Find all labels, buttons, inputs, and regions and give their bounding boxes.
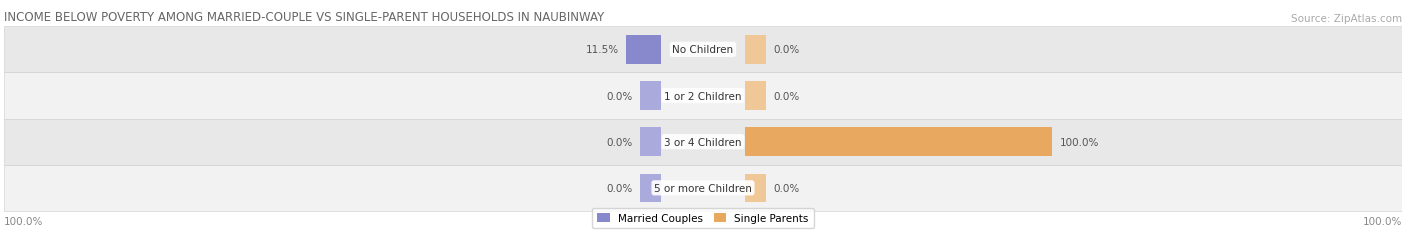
- Bar: [626, 36, 661, 64]
- Text: 100.0%: 100.0%: [4, 216, 44, 226]
- Text: 100.0%: 100.0%: [1362, 216, 1402, 226]
- Bar: [640, 128, 661, 156]
- Legend: Married Couples, Single Parents: Married Couples, Single Parents: [592, 208, 814, 228]
- Text: INCOME BELOW POVERTY AMONG MARRIED-COUPLE VS SINGLE-PARENT HOUSEHOLDS IN NAUBINW: INCOME BELOW POVERTY AMONG MARRIED-COUPL…: [4, 11, 605, 24]
- Bar: [4, 119, 1402, 165]
- Text: No Children: No Children: [672, 45, 734, 55]
- Text: 0.0%: 0.0%: [607, 91, 633, 101]
- Text: 100.0%: 100.0%: [1059, 137, 1098, 147]
- Bar: [640, 82, 661, 110]
- Bar: [745, 128, 1053, 156]
- Text: 0.0%: 0.0%: [773, 91, 799, 101]
- Bar: [745, 82, 766, 110]
- Text: 3 or 4 Children: 3 or 4 Children: [664, 137, 742, 147]
- Text: 1 or 2 Children: 1 or 2 Children: [664, 91, 742, 101]
- Bar: [745, 36, 766, 64]
- Bar: [745, 174, 766, 202]
- Text: 5 or more Children: 5 or more Children: [654, 183, 752, 193]
- Text: Source: ZipAtlas.com: Source: ZipAtlas.com: [1291, 13, 1402, 24]
- Text: 11.5%: 11.5%: [585, 45, 619, 55]
- Text: 0.0%: 0.0%: [773, 183, 799, 193]
- Text: 0.0%: 0.0%: [773, 45, 799, 55]
- Bar: [4, 165, 1402, 211]
- Text: 0.0%: 0.0%: [607, 183, 633, 193]
- Bar: [4, 27, 1402, 73]
- Bar: [4, 73, 1402, 119]
- Bar: [640, 174, 661, 202]
- Text: 0.0%: 0.0%: [607, 137, 633, 147]
